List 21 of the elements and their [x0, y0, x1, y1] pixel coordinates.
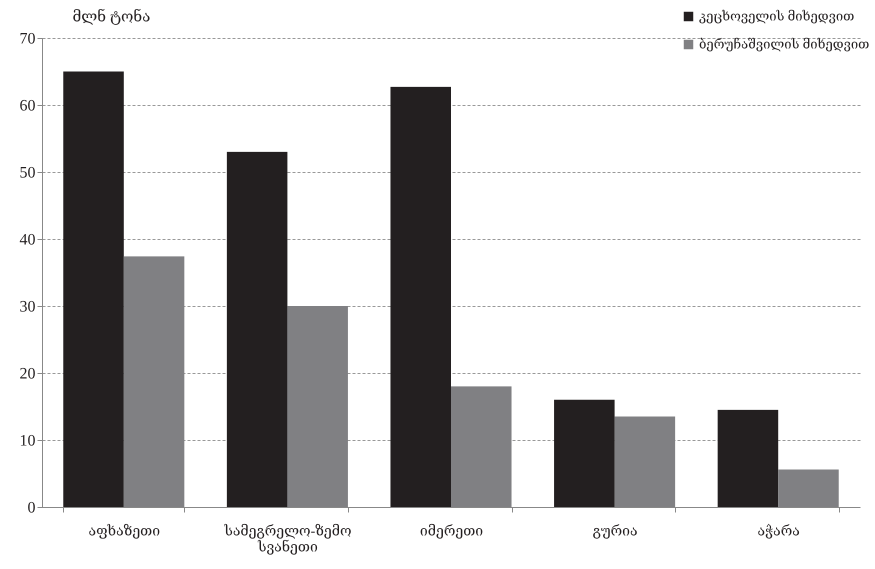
y-tick-label: 40: [20, 232, 36, 248]
x-tick-label: იმერეთი: [420, 524, 484, 540]
legend-label: კეცხოველის მიხედვით: [699, 8, 854, 24]
legend-label: ბერუჩაშვილის მიხედვით: [699, 36, 870, 52]
bar: [390, 86, 451, 507]
bar: [63, 72, 124, 507]
y-tick-label: 0: [28, 500, 36, 516]
y-tick-label: 20: [20, 366, 36, 382]
bar: [554, 400, 615, 507]
y-tick-label: 70: [20, 30, 36, 48]
x-tick-label: აფხაზეთი: [88, 524, 160, 540]
y-tick-label: 10: [20, 432, 36, 450]
y-tick-label: 50: [20, 164, 36, 182]
y-axis-title: მლნ ტონა: [72, 8, 150, 26]
y-tick-label: 30: [20, 298, 36, 316]
bar: [226, 152, 288, 507]
x-tick-label: გურია: [592, 524, 638, 540]
x-tick-label: სამეგრელო-ზემო სვანეთი: [223, 524, 352, 556]
y-tick-label: 60: [20, 98, 36, 114]
x-tick-label: აჭარა: [758, 524, 800, 540]
bar: [718, 410, 778, 507]
